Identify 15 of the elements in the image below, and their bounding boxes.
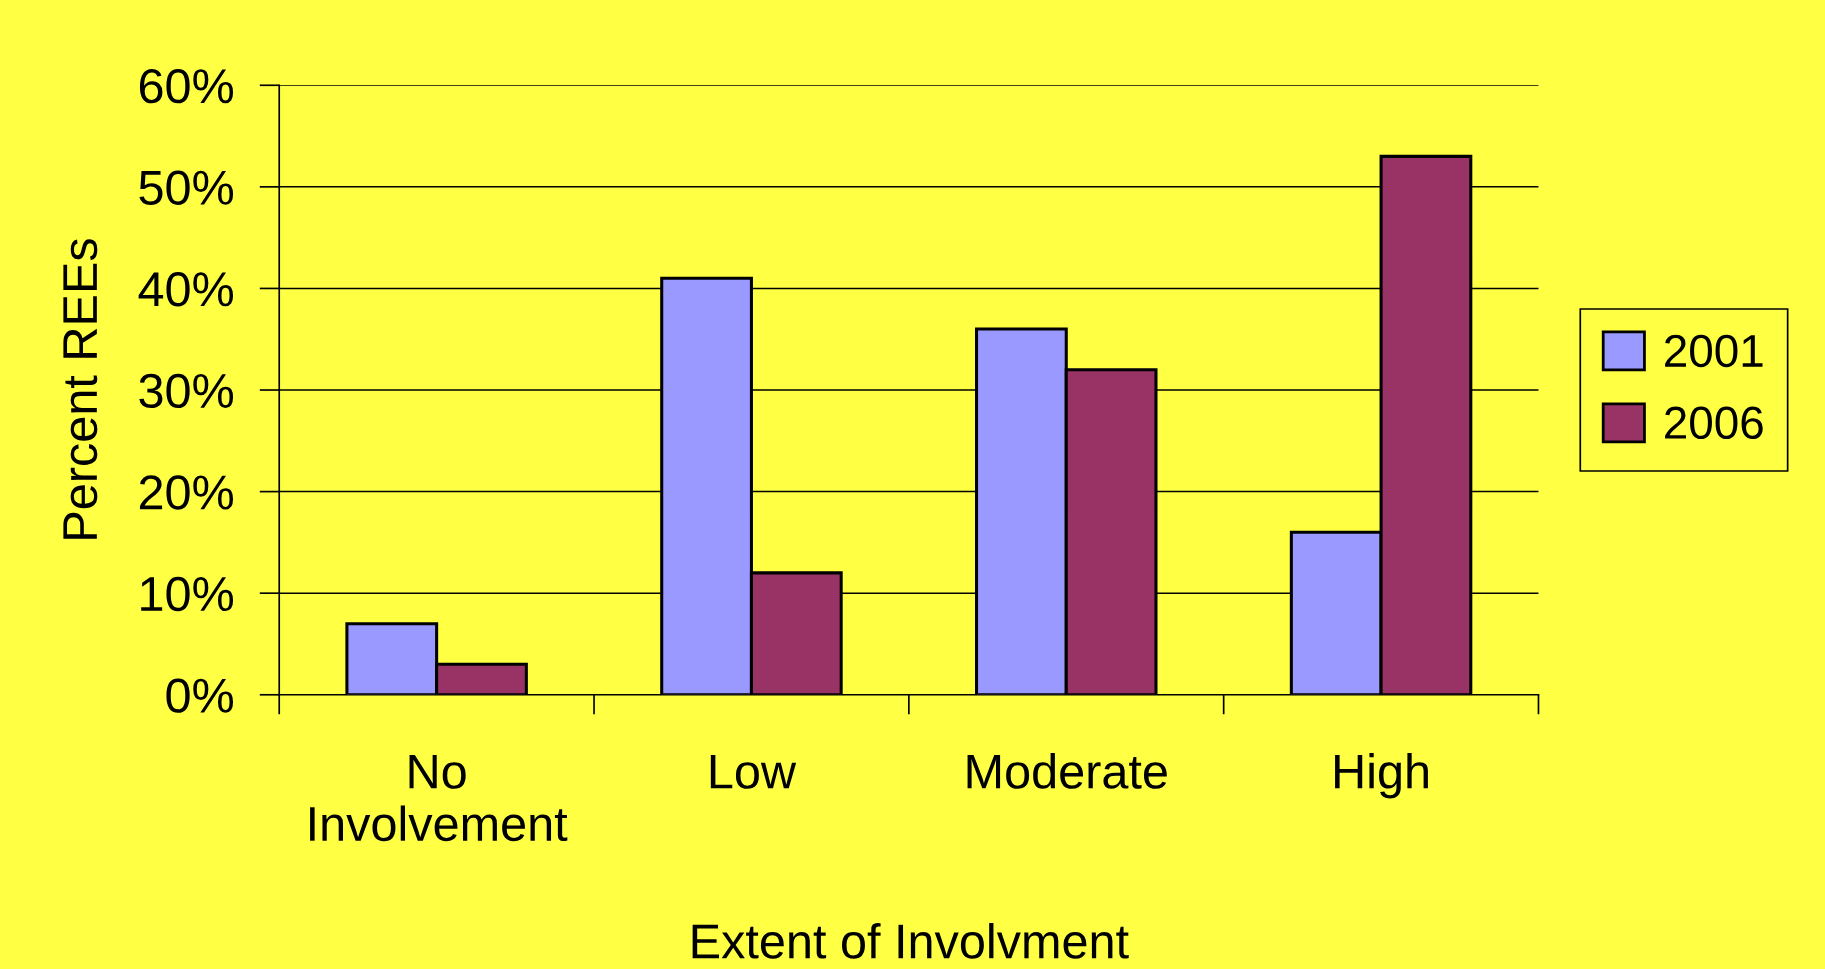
y-tick-label: 40% xyxy=(138,272,234,307)
x-tick-label: Low xyxy=(710,754,797,789)
y-tick-label: 0% xyxy=(166,678,234,713)
legend-label: 2006 xyxy=(1665,406,1763,440)
y-tick-label: 60% xyxy=(139,68,234,104)
x-axis-title: Extent of Involvment xyxy=(692,923,1129,959)
y-tick-label: 20% xyxy=(139,475,234,510)
x-tick-label: Moderate xyxy=(967,753,1167,789)
y-tick-label: 30% xyxy=(139,373,234,409)
y-axis-title: Percent REEs xyxy=(63,239,98,539)
x-tick-label: High xyxy=(1335,753,1428,799)
legend-label: 2001 xyxy=(1665,334,1763,368)
y-tick-label: 10% xyxy=(141,576,234,612)
x-tick-label: No Involvement xyxy=(310,754,568,842)
y-tick-label: 50% xyxy=(139,170,234,205)
